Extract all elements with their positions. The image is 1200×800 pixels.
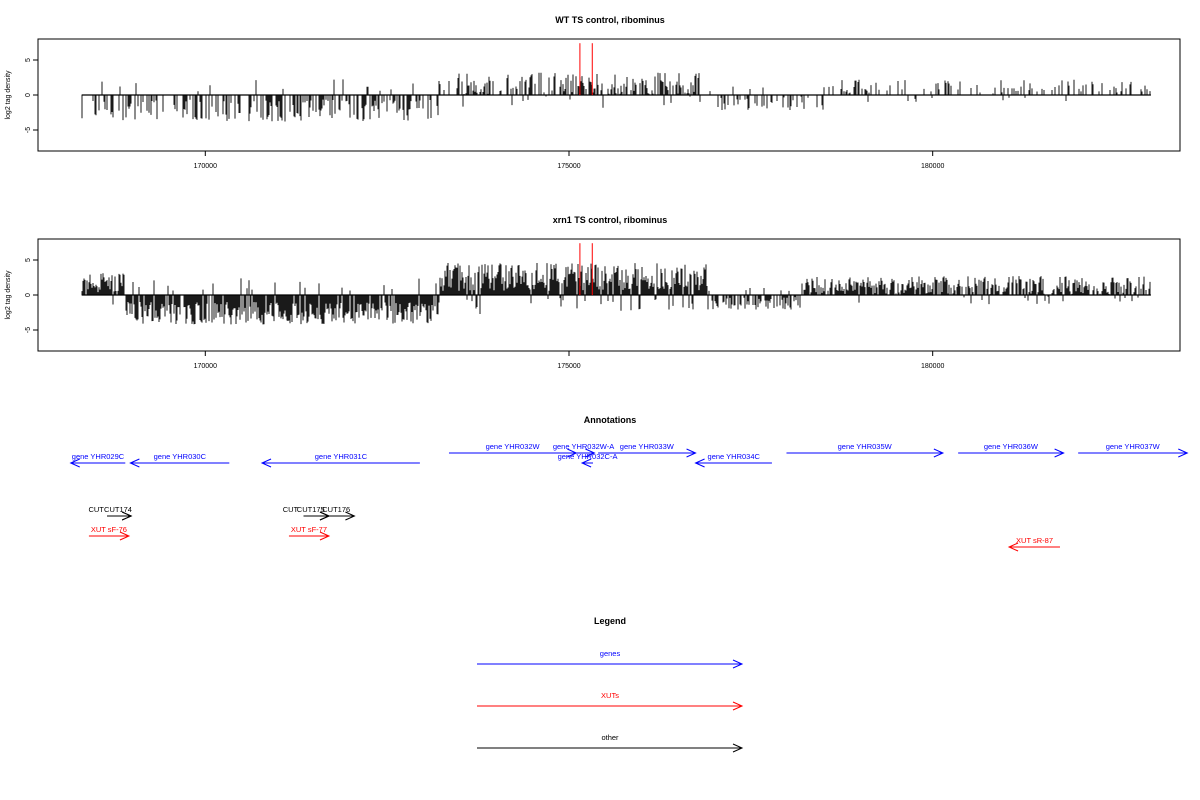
annotation-feature: gene YHR034C xyxy=(694,452,772,468)
annotation-label: XUT sR-87 xyxy=(1016,536,1053,545)
annotation-label: XUT sF-76 xyxy=(91,525,127,534)
annotation-feature: XUT sF-76 xyxy=(88,525,131,541)
arrow-head xyxy=(69,458,80,468)
arrow-head xyxy=(345,511,356,521)
annotations-track: Annotations gene YHR029C gene YHR030C gene… xyxy=(69,415,1189,552)
y-tick-label: 0 xyxy=(25,293,32,297)
annotation-label: gene YHR030C xyxy=(154,452,207,461)
arrow-head xyxy=(585,448,596,458)
annotation-label: gene YHR031C xyxy=(315,452,368,461)
chart-panel-wt: WT TS control, ribominus 170000 175000 180… xyxy=(5,15,1181,170)
legend-item-other: other xyxy=(477,733,744,753)
annotation-label: CUT xyxy=(88,505,104,514)
annotation-feature: gene YHR036W xyxy=(958,442,1065,458)
arrow-head xyxy=(732,701,744,711)
arrow-head xyxy=(1007,542,1019,552)
arrow-head xyxy=(1178,448,1189,458)
annotation-feature: gene YHR032C-A xyxy=(558,452,618,468)
annotation-label: gene YHR033W xyxy=(620,442,675,451)
annotation-label: CUT175 xyxy=(297,505,325,514)
x-tick-label: 175000 xyxy=(557,163,580,170)
legend-title: Legend xyxy=(594,616,626,626)
y-tick-label: 0 xyxy=(25,93,32,97)
annotation-label: CUT174 xyxy=(104,505,132,514)
x-tick-label: 180000 xyxy=(921,363,944,370)
annotation-label: gene YHR032C-A xyxy=(558,452,618,461)
annotation-label: gene YHR032W-A xyxy=(553,442,614,451)
x-tick-label: 170000 xyxy=(194,163,217,170)
annotation-feature: gene YHR037W xyxy=(1078,442,1189,458)
chart-title-xrn1: xrn1 TS control, ribominus xyxy=(553,215,668,225)
bars-wt xyxy=(81,43,1151,122)
legend-items: genes XUTs other xyxy=(477,649,744,753)
ticks-xrn1: 170000 175000 180000 -5 0 5 xyxy=(25,258,944,370)
annotation-feature: XUT sF-77 xyxy=(288,525,331,541)
arrow-head xyxy=(732,659,744,669)
arrow-head xyxy=(260,458,272,468)
y-axis-label-wt: log2 tag density xyxy=(5,70,12,120)
annotation-label: gene YHR032W xyxy=(486,442,541,451)
annotation-label: gene YHR036W xyxy=(984,442,1039,451)
annotation-feature: gene YHR031C xyxy=(260,452,420,468)
legend: Legend genes XUTs other xyxy=(477,616,744,753)
y-tick-label: -5 xyxy=(25,127,32,133)
x-tick-label: 180000 xyxy=(921,163,944,170)
arrow-head xyxy=(694,458,705,468)
arrow-head xyxy=(119,531,131,541)
y-tick-label: -5 xyxy=(25,327,32,333)
legend-label: other xyxy=(601,733,619,742)
annotation-label: gene YHR035W xyxy=(838,442,893,451)
annotation-feature: XUT sR-87 xyxy=(1007,536,1060,552)
x-tick-label: 175000 xyxy=(557,363,580,370)
chart-panel-xrn1: xrn1 TS control, ribominus 170000 175000 1… xyxy=(5,215,1181,370)
annotation-feature: gene YHR032W-A xyxy=(553,442,614,458)
arrow-head xyxy=(121,511,133,521)
legend-item-xuts: XUTs xyxy=(477,691,744,711)
arrow-head xyxy=(580,458,592,468)
arrow-head xyxy=(129,458,140,468)
annotation-feature: gene YHR033W xyxy=(598,442,697,458)
arrow-head xyxy=(933,448,945,458)
annotation-label: CUT176 xyxy=(322,505,350,514)
annotations-title: Annotations xyxy=(584,415,637,425)
annotation-feature: gene YHR035W xyxy=(786,442,945,458)
legend-item-genes: genes xyxy=(477,649,744,669)
y-axis-label-xrn1: log2 tag density xyxy=(5,270,12,320)
arrow-head xyxy=(319,531,331,541)
annotation-label: CUT xyxy=(283,505,299,514)
arrow-head xyxy=(1054,448,1065,458)
annotation-feature: gene YHR030C xyxy=(129,452,230,468)
y-tick-label: 5 xyxy=(25,258,32,262)
annotation-feature: CUT176 xyxy=(321,505,356,521)
ticks-wt: 170000 175000 180000 -5 0 5 xyxy=(25,58,944,170)
legend-label: XUTs xyxy=(601,691,619,700)
arrow-head xyxy=(732,743,744,753)
arrow-head xyxy=(686,448,697,458)
annotation-feature: gene YHR029C xyxy=(69,452,126,468)
legend-label: genes xyxy=(600,649,621,658)
annotation-feature: CUT174 xyxy=(104,505,133,521)
annotation-label: XUT sF-77 xyxy=(291,525,327,534)
bars-xrn1 xyxy=(81,243,1151,325)
annotation-features: gene YHR029C gene YHR030C gene YHR031C gene… xyxy=(69,442,1189,552)
annotation-label: gene YHR037W xyxy=(1106,442,1161,451)
y-tick-label: 5 xyxy=(25,58,32,62)
chart-title-wt: WT TS control, ribominus xyxy=(555,15,665,25)
annotation-label: gene YHR034C xyxy=(708,452,761,461)
x-tick-label: 170000 xyxy=(194,363,217,370)
annotation-label: gene YHR029C xyxy=(72,452,125,461)
